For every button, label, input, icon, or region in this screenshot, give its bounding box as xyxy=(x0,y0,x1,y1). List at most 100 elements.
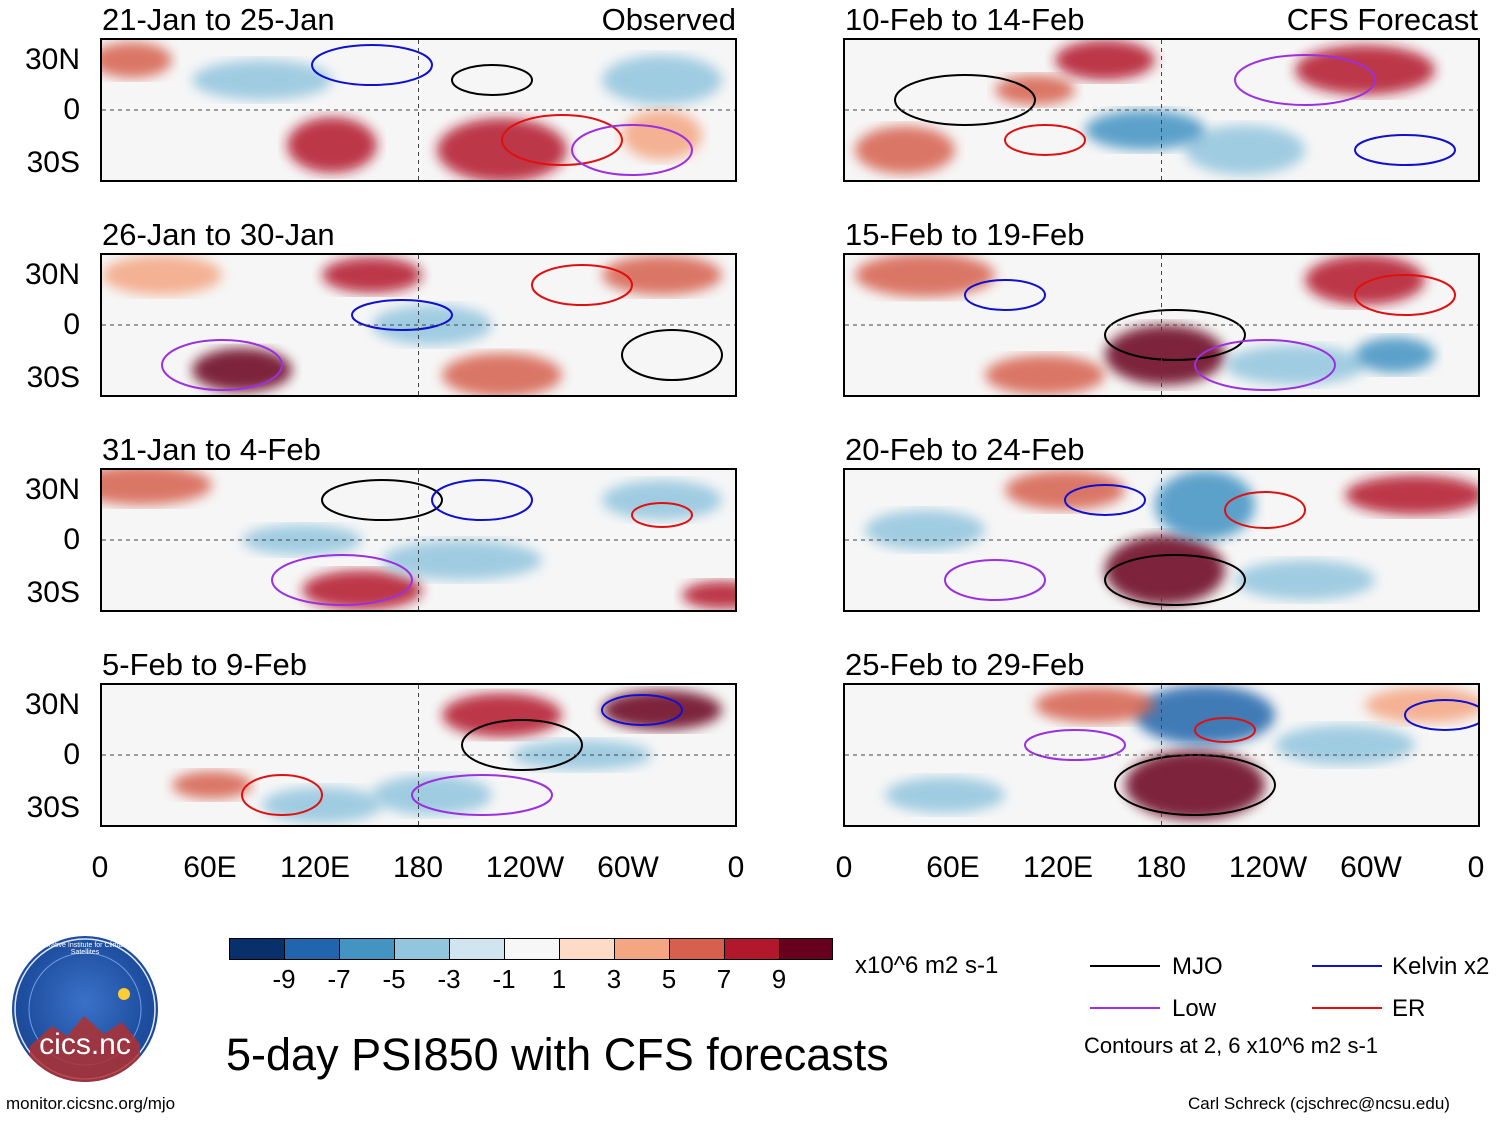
panel-title-obs-1: 21-Jan to 25-Jan xyxy=(102,2,335,37)
contour-mjo xyxy=(451,64,533,96)
colorbar-swatch xyxy=(339,938,395,960)
panel-title-obs-2: 26-Jan to 30-Jan xyxy=(102,217,335,252)
colorbar-label: 9 xyxy=(771,964,787,994)
anomaly-shading xyxy=(682,581,735,609)
contour-low xyxy=(571,124,693,176)
anomaly-shading xyxy=(855,255,995,297)
lat-label-eq: 0 xyxy=(63,308,80,341)
lat-label-eq: 0 xyxy=(63,738,80,771)
lon-label: 120W xyxy=(1228,851,1308,884)
contour-er xyxy=(631,502,693,528)
anomaly-shading xyxy=(865,510,985,550)
contour-kelvin xyxy=(351,299,453,331)
legend-label-low: Low xyxy=(1172,995,1217,1022)
contour-mjo xyxy=(1104,554,1246,606)
colorbar-label: -3 xyxy=(437,964,461,994)
lon-label: 0 xyxy=(727,851,745,884)
contour-kelvin xyxy=(601,694,683,726)
panel-tag-cfs-forecast: CFS Forecast xyxy=(1286,2,1478,37)
contour-low xyxy=(411,774,553,816)
anomaly-shading xyxy=(1275,725,1415,765)
map-panel-fcst-1 xyxy=(843,38,1480,182)
map-panel-obs-2 xyxy=(100,253,737,397)
anomaly-shading xyxy=(622,110,702,160)
anomaly-shading xyxy=(1135,685,1275,745)
contour-mjo xyxy=(461,719,583,771)
legend-contour-note: Contours at 2, 6 x10^6 m2 s-1 xyxy=(1084,1033,1379,1058)
colorbar-swatch xyxy=(779,938,833,960)
panel-title-obs-4: 5-Feb to 9-Feb xyxy=(102,647,308,682)
contour-kelvin xyxy=(1354,134,1456,166)
contour-er xyxy=(1354,274,1456,316)
anomaly-shading xyxy=(1155,470,1255,540)
lon-label: 0 xyxy=(835,851,853,884)
anomaly-shading xyxy=(602,55,722,105)
lon-label: 60W xyxy=(1340,851,1402,884)
contour-kelvin xyxy=(964,279,1046,311)
map-layer xyxy=(845,685,1478,825)
cics-logo: cics.nc Cooperative Institute for Climat… xyxy=(12,936,158,1082)
colorbar-label: -1 xyxy=(492,964,516,994)
anomaly-shading xyxy=(442,693,562,737)
anomaly-shading xyxy=(855,126,955,174)
anomaly-shading xyxy=(437,118,567,180)
colorbar-label: 5 xyxy=(661,964,677,994)
anomaly-shading xyxy=(1105,535,1225,605)
anomaly-shading xyxy=(602,255,722,295)
logo-text: cics.nc xyxy=(39,1028,131,1061)
anomaly-shading xyxy=(1305,255,1425,305)
main-title: 5-day PSI850 with CFS forecasts xyxy=(226,1029,889,1080)
panel-tag-observed: Observed xyxy=(601,2,736,37)
panel-title-fcst-4: 25-Feb to 29-Feb xyxy=(845,647,1085,682)
anomaly-shading xyxy=(102,470,212,505)
colorbar-label: 1 xyxy=(551,964,567,994)
colorbar-swatch xyxy=(229,938,285,960)
map-layer xyxy=(102,685,735,825)
colorbar-swatch xyxy=(724,938,780,960)
contour-low xyxy=(1194,339,1336,391)
lon-label: 180 xyxy=(1135,851,1187,884)
lat-label-30n: 30N xyxy=(24,688,80,721)
anomaly-shading xyxy=(885,777,1005,813)
globe-icon xyxy=(14,938,156,1082)
colorbar-labels: -9 -7 -5 -3 -1 1 3 5 7 9 xyxy=(229,964,833,996)
lat-label-30n: 30N xyxy=(24,258,80,291)
contour-low xyxy=(944,559,1046,601)
contour-mjo xyxy=(1104,309,1246,361)
anomaly-shading xyxy=(1225,345,1365,385)
lat-label-30n: 30N xyxy=(24,43,80,76)
anomaly-shading xyxy=(372,775,492,815)
map-layer xyxy=(845,255,1478,395)
colorbar-swatch xyxy=(284,938,340,960)
contour-low xyxy=(1024,729,1126,761)
logo-ring-text: Cooperative Institute for Climate and Sa… xyxy=(28,942,142,956)
anomaly-shading xyxy=(1365,687,1478,723)
anomaly-shading xyxy=(382,540,542,580)
colorbar-swatch xyxy=(559,938,615,960)
contour-mjo xyxy=(321,479,443,521)
anomaly-shading xyxy=(1355,337,1435,373)
lon-label: 60E xyxy=(926,851,980,884)
anomaly-shading xyxy=(102,42,172,78)
legend-line-mjo xyxy=(1090,965,1160,967)
contour-low xyxy=(1234,54,1376,106)
lat-label-30s: 30S xyxy=(26,146,80,179)
legend-line-er xyxy=(1312,1007,1382,1009)
lon-label: 0 xyxy=(1467,851,1485,884)
colorbar-units: x10^6 m2 s-1 xyxy=(855,952,999,979)
map-panel-fcst-4 xyxy=(843,683,1480,827)
contour-er xyxy=(531,264,633,306)
footer-author: Carl Schreck (cjschrec@ncsu.edu) xyxy=(1188,1094,1450,1113)
anomaly-shading xyxy=(1345,475,1478,515)
lon-label: 60E xyxy=(183,851,237,884)
map-layer xyxy=(845,470,1478,610)
lon-label: 180 xyxy=(392,851,444,884)
lat-label-30s: 30S xyxy=(26,361,80,394)
legend: MJO Kelvin x2 Low ER Contours at 2, 6 x1… xyxy=(1080,945,1505,1065)
contour-er xyxy=(1194,717,1256,743)
panel-title-obs-3: 31-Jan to 4-Feb xyxy=(102,432,321,467)
lon-label: 0 xyxy=(91,851,109,884)
colorbar-swatch xyxy=(449,938,505,960)
anomaly-shading xyxy=(322,257,422,293)
contour-low xyxy=(161,339,283,391)
